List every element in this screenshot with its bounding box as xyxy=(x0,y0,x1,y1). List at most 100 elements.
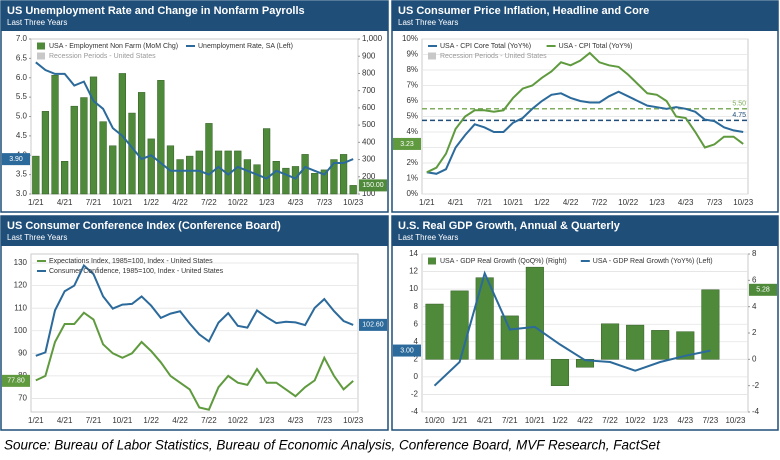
x-tick-label: 1/21 xyxy=(452,416,468,425)
value-tag-label: 77.80 xyxy=(7,378,25,385)
value-tag xyxy=(749,283,777,296)
bar xyxy=(253,164,261,195)
y2-tick-label: 8 xyxy=(752,249,757,258)
y-tick-label: 120 xyxy=(14,281,28,290)
bar xyxy=(601,323,620,360)
y-tick-label: 2% xyxy=(406,158,418,167)
y2-tick-label: 6 xyxy=(752,275,757,284)
x-tick-label: 7/23 xyxy=(317,198,333,207)
bar xyxy=(282,167,290,195)
bar xyxy=(70,105,78,195)
x-tick-label: 10/23 xyxy=(343,416,364,425)
x-tick-label: 7/22 xyxy=(592,198,608,207)
x-tick-label: 7/21 xyxy=(86,198,102,207)
chart-title: US Consumer Price Inflation, Headline an… xyxy=(398,5,649,17)
x-tick-label: 4/22 xyxy=(577,416,593,425)
x-tick-label: 10/22 xyxy=(625,416,646,425)
y2-tick-label: 4 xyxy=(752,302,757,311)
bar xyxy=(234,150,242,195)
panel-header xyxy=(1,216,388,246)
source-note: Source: Bureau of Labor Statistics, Bure… xyxy=(4,438,661,453)
y-tick-label: 7% xyxy=(406,81,418,90)
bar xyxy=(61,161,69,195)
y-tick-label: 0% xyxy=(406,189,418,198)
x-tick-label: 4/22 xyxy=(563,198,579,207)
bar xyxy=(128,112,136,195)
y2-tick-label: 1,000 xyxy=(362,34,383,43)
y-tick-label: -4 xyxy=(411,407,419,416)
x-tick-label: 10/21 xyxy=(525,416,546,425)
value-tag-label: 102.60 xyxy=(362,322,384,329)
x-tick-label: 7/21 xyxy=(477,198,493,207)
bar xyxy=(32,155,40,195)
bar xyxy=(301,154,309,195)
bar xyxy=(80,97,88,195)
x-tick-label: 7/22 xyxy=(201,416,217,425)
x-tick-label: 1/23 xyxy=(649,198,665,207)
chart-title: US Unemployment Rate and Change in Nonfa… xyxy=(7,5,305,17)
y-tick-label: 6 xyxy=(414,319,419,328)
x-tick-label: 10/23 xyxy=(343,198,364,207)
chart-subtitle: Last Three Years xyxy=(7,18,67,27)
y2-tick-label: 100 xyxy=(362,189,376,198)
x-tick-label: 7/23 xyxy=(317,416,333,425)
y2-tick-label: -2 xyxy=(752,381,760,390)
x-tick-label: 1/22 xyxy=(552,416,568,425)
y-tick-label: 6.0 xyxy=(16,73,28,82)
y2-tick-label: 200 xyxy=(362,172,376,181)
x-tick-label: 4/23 xyxy=(288,198,304,207)
bar xyxy=(320,169,328,195)
y-tick-label: 10% xyxy=(402,34,418,43)
line-series xyxy=(35,61,354,180)
value-tag xyxy=(2,374,30,387)
bar xyxy=(525,266,544,360)
x-tick-label: 7/22 xyxy=(201,198,217,207)
chart-subtitle: Last Three Years xyxy=(398,18,458,27)
value-tag-label: 150.00 xyxy=(362,182,384,189)
panel-header xyxy=(1,1,388,31)
y2-tick-label: 300 xyxy=(362,155,376,164)
y-tick-label: 14 xyxy=(409,249,418,258)
x-tick-label: 1/21 xyxy=(28,416,44,425)
chart-subtitle: Last Three Years xyxy=(7,233,67,242)
bar xyxy=(263,128,271,195)
x-tick-label: 7/23 xyxy=(703,416,719,425)
x-tick-label: 4/21 xyxy=(477,416,493,425)
value-tag-label: 3.00 xyxy=(400,347,414,354)
x-tick-label: 1/21 xyxy=(419,198,435,207)
y-tick-label: 0 xyxy=(414,372,419,381)
legend-label: Consumer Confidence, 1985=100, Index - U… xyxy=(49,268,224,275)
x-tick-label: 7/23 xyxy=(707,198,723,207)
bar xyxy=(701,289,720,360)
y-tick-label: 9% xyxy=(406,50,418,59)
legend-label: Expectations Index, 1985=100, Index - Un… xyxy=(49,258,213,265)
y-tick-label: 2 xyxy=(414,354,419,363)
line-series xyxy=(35,263,354,357)
x-tick-label: 4/22 xyxy=(172,416,188,425)
x-tick-label: 4/23 xyxy=(678,416,694,425)
y-tick-label: 70 xyxy=(18,394,27,403)
y-tick-label: 5.5 xyxy=(16,92,28,101)
y-tick-label: 100 xyxy=(14,326,28,335)
y-tick-label: 12 xyxy=(409,267,418,276)
bar xyxy=(176,159,184,195)
x-tick-label: 1/23 xyxy=(652,416,668,425)
x-tick-label: 10/21 xyxy=(503,198,524,207)
value-tag xyxy=(393,137,421,150)
y2-tick-label: -4 xyxy=(752,407,760,416)
bar xyxy=(339,154,348,195)
value-tag-label: 3.90 xyxy=(9,156,23,163)
y-tick-label: 10 xyxy=(409,284,418,293)
legend-label: Recession Periods - United States xyxy=(49,53,156,60)
x-tick-label: 4/21 xyxy=(57,416,73,425)
chart-title: U.S. Real GDP Growth, Annual & Quarterly xyxy=(398,220,621,232)
value-tag-label: 5.28 xyxy=(756,287,770,294)
chart-title: US Consumer Conference Index (Conference… xyxy=(7,220,281,232)
bar xyxy=(157,80,165,195)
bar xyxy=(214,150,223,195)
legend-label: USA - GDP Real Growth (YoY%) (Left) xyxy=(593,258,713,265)
line-series xyxy=(426,51,744,174)
bar xyxy=(41,111,50,195)
x-tick-label: 10/23 xyxy=(733,198,754,207)
y-tick-label: 110 xyxy=(14,303,27,312)
